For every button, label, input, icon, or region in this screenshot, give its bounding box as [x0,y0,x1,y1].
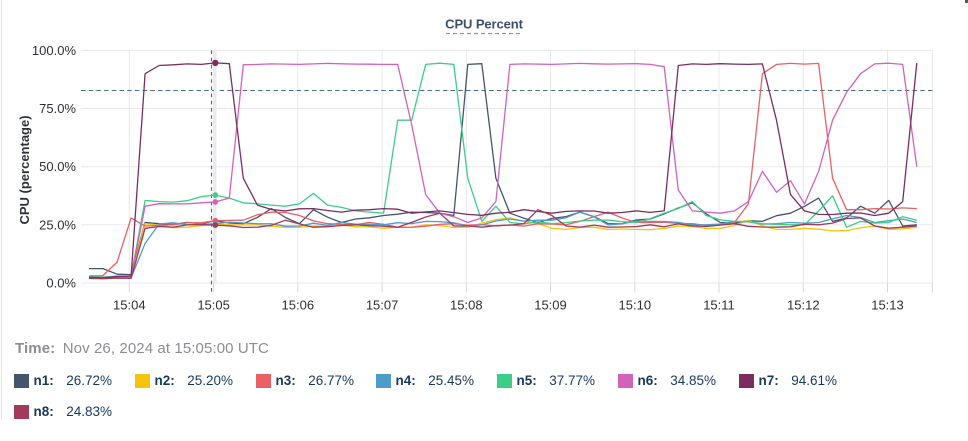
svg-text:15:07: 15:07 [366,298,399,313]
svg-text:15:08: 15:08 [450,298,483,313]
svg-text:15:12: 15:12 [787,298,820,313]
svg-text:25.0%: 25.0% [39,217,76,232]
svg-text:15:10: 15:10 [619,298,652,313]
svg-text:15:06: 15:06 [282,298,315,313]
svg-text:15:04: 15:04 [113,298,146,313]
svg-text:15:11: 15:11 [703,298,735,313]
svg-text:0.0%: 0.0% [46,276,76,291]
svg-text:15:13: 15:13 [871,298,904,313]
svg-text:15:05: 15:05 [197,298,230,313]
svg-text:CPU Percent: CPU Percent [445,17,523,32]
svg-text:100.0%: 100.0% [32,43,77,58]
svg-text:75.0%: 75.0% [39,101,76,116]
svg-text:15:09: 15:09 [534,298,567,313]
svg-text:CPU (percentage): CPU (percentage) [17,115,32,224]
svg-text:50.0%: 50.0% [39,159,76,174]
